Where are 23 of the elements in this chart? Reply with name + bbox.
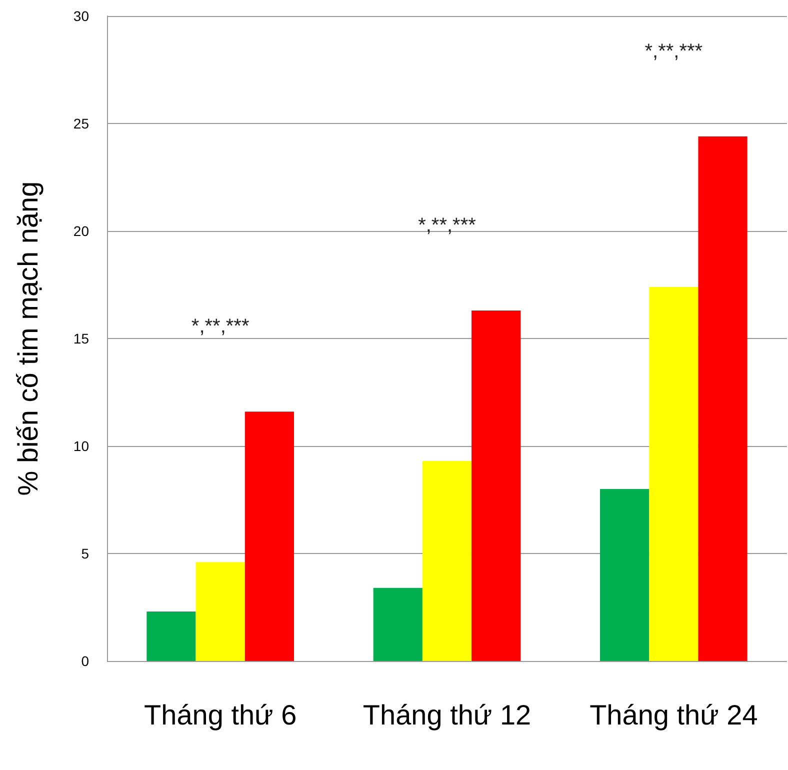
y-tick-label: 0 <box>81 653 90 669</box>
x-tick-label: Tháng thứ 24 <box>590 700 758 730</box>
bar <box>373 588 422 661</box>
y-axis-title: % biến cố tim mạch nặng <box>12 181 44 496</box>
bar <box>146 612 196 661</box>
bar <box>649 286 698 661</box>
y-tick-label: 15 <box>73 330 90 346</box>
annotation: *,**,*** <box>418 214 476 237</box>
annotation: *,**,*** <box>644 40 703 62</box>
y-tick-label: 10 <box>73 438 90 454</box>
y-tick-label: 5 <box>81 546 90 562</box>
y-tick-label: 20 <box>73 223 90 239</box>
bar <box>698 136 748 661</box>
x-tick-label: Tháng thứ 6 <box>144 700 297 730</box>
x-tick-label: Tháng thứ 12 <box>362 700 532 730</box>
bar <box>472 310 521 661</box>
y-tick-label: 30 <box>73 8 90 24</box>
bar <box>422 461 472 661</box>
bar <box>600 489 650 661</box>
annotation: *,**,*** <box>191 316 250 338</box>
y-tick-label: 25 <box>73 116 90 132</box>
bar <box>244 412 294 661</box>
bar <box>196 562 245 661</box>
